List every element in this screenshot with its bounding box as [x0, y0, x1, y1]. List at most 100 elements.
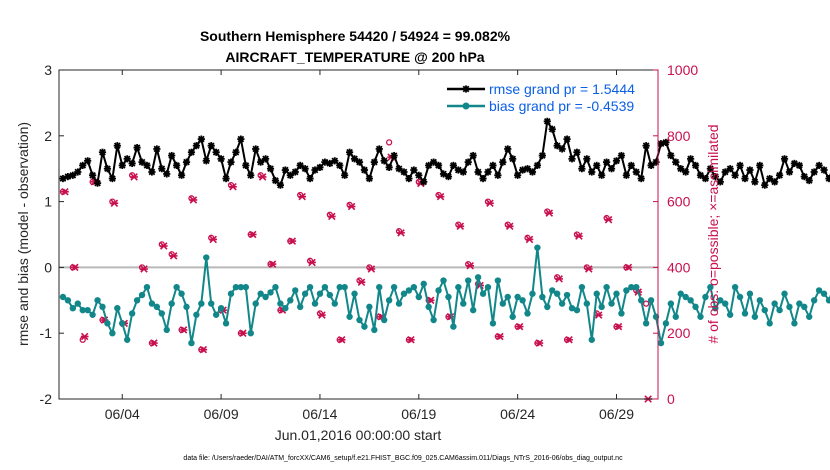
rmse-point — [756, 161, 764, 170]
bias-point — [465, 277, 472, 284]
bias-point — [400, 290, 408, 297]
rmse-point — [726, 165, 734, 173]
rmse-point — [212, 148, 220, 156]
bias-point — [415, 293, 422, 301]
x-tick-label: 06/09 — [204, 406, 239, 422]
rmse-point — [168, 151, 176, 160]
bias-point — [692, 303, 699, 311]
bias-point — [138, 291, 146, 299]
y-tick-label: -2 — [40, 391, 53, 407]
bias-point — [717, 297, 724, 304]
rmse-point — [578, 165, 586, 173]
rmse-point — [375, 145, 383, 153]
bias-point — [356, 316, 363, 324]
rmse-point — [775, 171, 784, 179]
bias-point — [277, 300, 284, 307]
rmse-point — [316, 163, 324, 171]
bias-point — [326, 291, 334, 299]
legend-bias-label: bias grand pr = -0.4539 — [489, 98, 634, 114]
obs-assimilated-point — [318, 311, 326, 319]
rmse-point — [266, 165, 275, 173]
rmse-point — [291, 168, 299, 176]
rmse-point — [350, 155, 359, 163]
obs-assimilated-point — [357, 278, 366, 286]
bias-point — [79, 306, 86, 314]
x-axis-label: Jun.01,2016 00:00:00 start — [275, 427, 442, 443]
bias-point — [469, 306, 477, 314]
obs-assimilated-point — [486, 199, 494, 208]
rmse-point — [74, 168, 82, 176]
rmse-point — [568, 155, 576, 163]
bias-point — [677, 290, 684, 297]
bias-point — [287, 297, 294, 304]
rmse-point — [434, 161, 443, 170]
bias-point — [64, 297, 72, 304]
bias-point — [232, 283, 240, 291]
bias-point — [217, 304, 225, 312]
obs-assimilated-point — [614, 322, 623, 331]
rmse-point — [810, 168, 818, 176]
bias-point — [741, 310, 749, 317]
rmse-point — [192, 142, 200, 150]
bias-point — [440, 277, 447, 284]
rmse-point — [227, 158, 235, 166]
obs-assimilated-point — [189, 196, 198, 204]
bias-point — [267, 289, 274, 296]
obs-assimilated-point — [209, 235, 218, 244]
bias-point — [504, 293, 511, 301]
bias-point — [573, 306, 581, 314]
rmse-point — [509, 155, 517, 163]
rmse-point — [400, 168, 408, 176]
rmse-point — [533, 161, 542, 170]
obs-assimilated-point — [258, 173, 267, 181]
bias-point — [583, 300, 591, 307]
rmse-point — [252, 145, 260, 153]
obs-assimilated-point — [229, 183, 237, 191]
bias-point — [430, 316, 437, 324]
obs-assimilated-point — [70, 263, 79, 272]
obs-assimilated-point — [248, 230, 257, 239]
rmse-point — [711, 172, 719, 181]
rmse-point — [306, 174, 314, 183]
obs-assimilated-point — [604, 215, 613, 224]
rmse-point — [548, 125, 556, 133]
bias-point — [558, 300, 566, 307]
plot-area — [59, 70, 658, 399]
bias-point — [301, 290, 309, 297]
rmse-point — [637, 174, 645, 183]
chart-title: Southern Hemisphere 54420 / 54924 = 99.0… — [200, 28, 511, 44]
bias-point — [529, 290, 536, 297]
rmse-point — [425, 161, 433, 170]
rmse-point — [652, 158, 660, 166]
y2-tick-label: 400 — [667, 259, 691, 275]
rmse-point — [464, 158, 472, 166]
rmse-point — [583, 155, 591, 163]
rmse-point — [84, 157, 92, 165]
bias-point — [618, 310, 625, 317]
bias-point — [761, 306, 768, 314]
rmse-point — [158, 165, 166, 173]
bias-point — [316, 290, 324, 297]
bias-point — [598, 303, 605, 311]
rmse-point — [143, 161, 151, 170]
bias-point — [366, 303, 373, 311]
bias-point — [801, 303, 808, 311]
rmse-point — [543, 117, 551, 125]
bias-point — [736, 293, 744, 301]
bias-point — [494, 277, 502, 284]
bias-point — [746, 290, 754, 297]
rmse-point — [687, 155, 695, 163]
rmse-point — [558, 145, 566, 153]
rmse-point — [504, 145, 512, 153]
obs-assimilated-point — [436, 192, 445, 201]
bias-point — [455, 283, 462, 291]
bias-point — [385, 297, 393, 304]
bias-point — [376, 283, 383, 291]
bias-point — [89, 311, 96, 318]
bias-point — [282, 304, 289, 312]
bias-point — [212, 311, 220, 318]
rmse-point — [405, 174, 413, 183]
bias-point — [296, 303, 304, 311]
bias-point — [568, 304, 576, 312]
obs-possible-point — [642, 300, 650, 307]
